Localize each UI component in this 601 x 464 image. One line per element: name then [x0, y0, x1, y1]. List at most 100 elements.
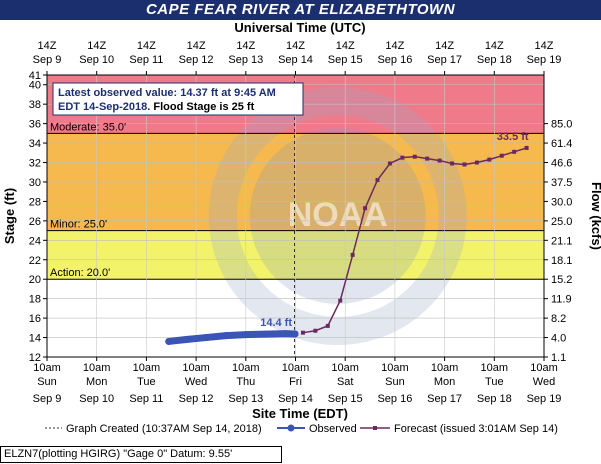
observed-point [242, 331, 250, 339]
edt-tick-day: Tue [137, 376, 156, 388]
utc-tick-hour: 14Z [286, 40, 305, 52]
stage-tick-label: 12 [29, 352, 41, 364]
utc-tick-date: Sep 12 [179, 54, 214, 66]
forecast-point [350, 252, 355, 257]
stage-tick-label: 26 [29, 216, 41, 228]
utc-tick-hour: 14Z [336, 40, 355, 52]
edt-tick-date: Sep 16 [377, 393, 412, 405]
observed-point [282, 330, 290, 338]
edt-tick-time: 10am [133, 362, 161, 374]
forecast-point [450, 161, 455, 166]
edt-tick-day: Sun [385, 376, 405, 388]
utc-tick-date: Sep 10 [79, 54, 114, 66]
edt-tick-date: Sep 18 [477, 393, 512, 405]
edt-tick-date: Sep 9 [33, 393, 62, 405]
chart-title: CAPE FEAR RIVER AT ELIZABETHTOWN [0, 0, 601, 20]
observed-point [222, 332, 230, 340]
forecast-point [437, 158, 442, 163]
info-line-2: EDT 14-Sep-2018. Flood Stage is 25 ft [58, 101, 255, 113]
forecast-point [313, 328, 318, 333]
edt-tick-day: Fri [289, 376, 302, 388]
flow-tick-label: 61.4 [551, 138, 572, 150]
stage-tick-label: 22 [29, 255, 41, 267]
edt-tick-time: 10am [431, 362, 459, 374]
flow-tick-label: 18.1 [551, 255, 572, 267]
utc-tick-date: Sep 9 [33, 54, 62, 66]
moderate-label: Moderate: 35.0' [50, 121, 126, 133]
action-label: Action: 20.0' [50, 267, 110, 279]
edt-tick-day: Wed [185, 376, 207, 388]
utc-tick-date: Sep 19 [527, 54, 562, 66]
edt-tick-date: Sep 10 [79, 393, 114, 405]
forecast-point [325, 323, 330, 328]
flow-tick-label: 1.1 [551, 352, 566, 364]
info-line-1: Latest observed value: 14.37 ft at 9:45 … [58, 87, 276, 99]
edt-tick-day: Sat [337, 376, 354, 388]
stage-tick-label: 34 [29, 138, 41, 150]
flow-tick-label: 4.0 [551, 333, 566, 345]
utc-tick-hour: 14Z [87, 40, 106, 52]
stage-tick-label: 16 [29, 313, 41, 325]
edt-tick-day: Mon [434, 376, 455, 388]
stage-tick-label: 18 [29, 294, 41, 306]
flow-tick-label: 21.1 [551, 235, 572, 247]
edt-tick-date: Sep 12 [179, 393, 214, 405]
flow-tick-label: 8.2 [551, 313, 566, 325]
flow-tick-label: 30.0 [551, 196, 572, 208]
forecast-point [300, 330, 305, 335]
observed-point [182, 335, 190, 343]
flow-tick-label: 46.6 [551, 158, 572, 170]
edt-tick-day: Tue [485, 376, 504, 388]
edt-tick-time: 10am [33, 362, 61, 374]
utc-tick-hour: 14Z [435, 40, 454, 52]
gage-datum-footer: ELZN7(plotting HGIRG) "Gage 0" Datum: 9.… [0, 446, 282, 463]
stage-tick-label: 28 [29, 196, 41, 208]
edt-tick-day: Sun [37, 376, 57, 388]
edt-tick-date: Sep 19 [527, 393, 562, 405]
legend-observed-label: Observed [309, 423, 357, 435]
utc-tick-hour: 14Z [137, 40, 156, 52]
forecast-point [499, 153, 504, 158]
edt-tick-date: Sep 17 [427, 393, 462, 405]
hydrograph-chart: NOAA Moderate: 35.0' Minor: 25.0' Action: 2… [2, 20, 601, 435]
observed-point [165, 337, 173, 345]
edt-tick-date: Sep 15 [328, 393, 363, 405]
stage-tick-label: 24 [29, 235, 41, 247]
legend-created-label: Graph Created (10:37AM Sep 14, 2018) [66, 423, 262, 435]
utc-tick-hour: 14Z [38, 40, 57, 52]
edt-tick-date: Sep 13 [228, 393, 263, 405]
flow-tick-label: 25.0 [551, 216, 572, 228]
flow-tick-label: 85.0 [551, 119, 572, 131]
forecast-point [425, 156, 430, 161]
utc-tick-date: Sep 16 [377, 54, 412, 66]
edt-tick-day: Thu [236, 376, 255, 388]
minor-label: Minor: 25.0' [50, 219, 107, 231]
utc-tick-date: Sep 18 [477, 54, 512, 66]
utc-tick-date: Sep 11 [129, 54, 163, 66]
forecast-point [512, 149, 517, 154]
forecast-point [524, 145, 529, 150]
forecast-point [487, 157, 492, 162]
flow-tick-label: 11.9 [551, 294, 572, 306]
forecast-point [474, 160, 479, 165]
observed-point [262, 330, 270, 338]
observed-last-label: 14.4 ft [260, 317, 292, 329]
edt-tick-day: Mon [86, 376, 107, 388]
info-line-2-flood-stage: Flood Stage is 25 ft [150, 101, 254, 113]
forecast-point [387, 161, 392, 166]
forecast-point [400, 155, 405, 160]
utc-tick-hour: 14Z [187, 40, 206, 52]
edt-tick-time: 10am [83, 362, 111, 374]
utc-tick-date: Sep 14 [278, 54, 313, 66]
edt-tick-time: 10am [481, 362, 509, 374]
utc-tick-hour: 14Z [385, 40, 404, 52]
legend-forecast-marker [373, 426, 377, 430]
edt-tick-day: Wed [533, 376, 555, 388]
utc-tick-hour: 14Z [485, 40, 504, 52]
stage-tick-label: 40 [29, 80, 41, 92]
forecast-point [375, 178, 380, 183]
legend-forecast-label: Forecast (issued 3:01AM Sep 14) [394, 423, 558, 435]
info-box [52, 82, 304, 116]
edt-tick-time: 10am [381, 362, 409, 374]
legend-observed-marker [287, 424, 295, 432]
